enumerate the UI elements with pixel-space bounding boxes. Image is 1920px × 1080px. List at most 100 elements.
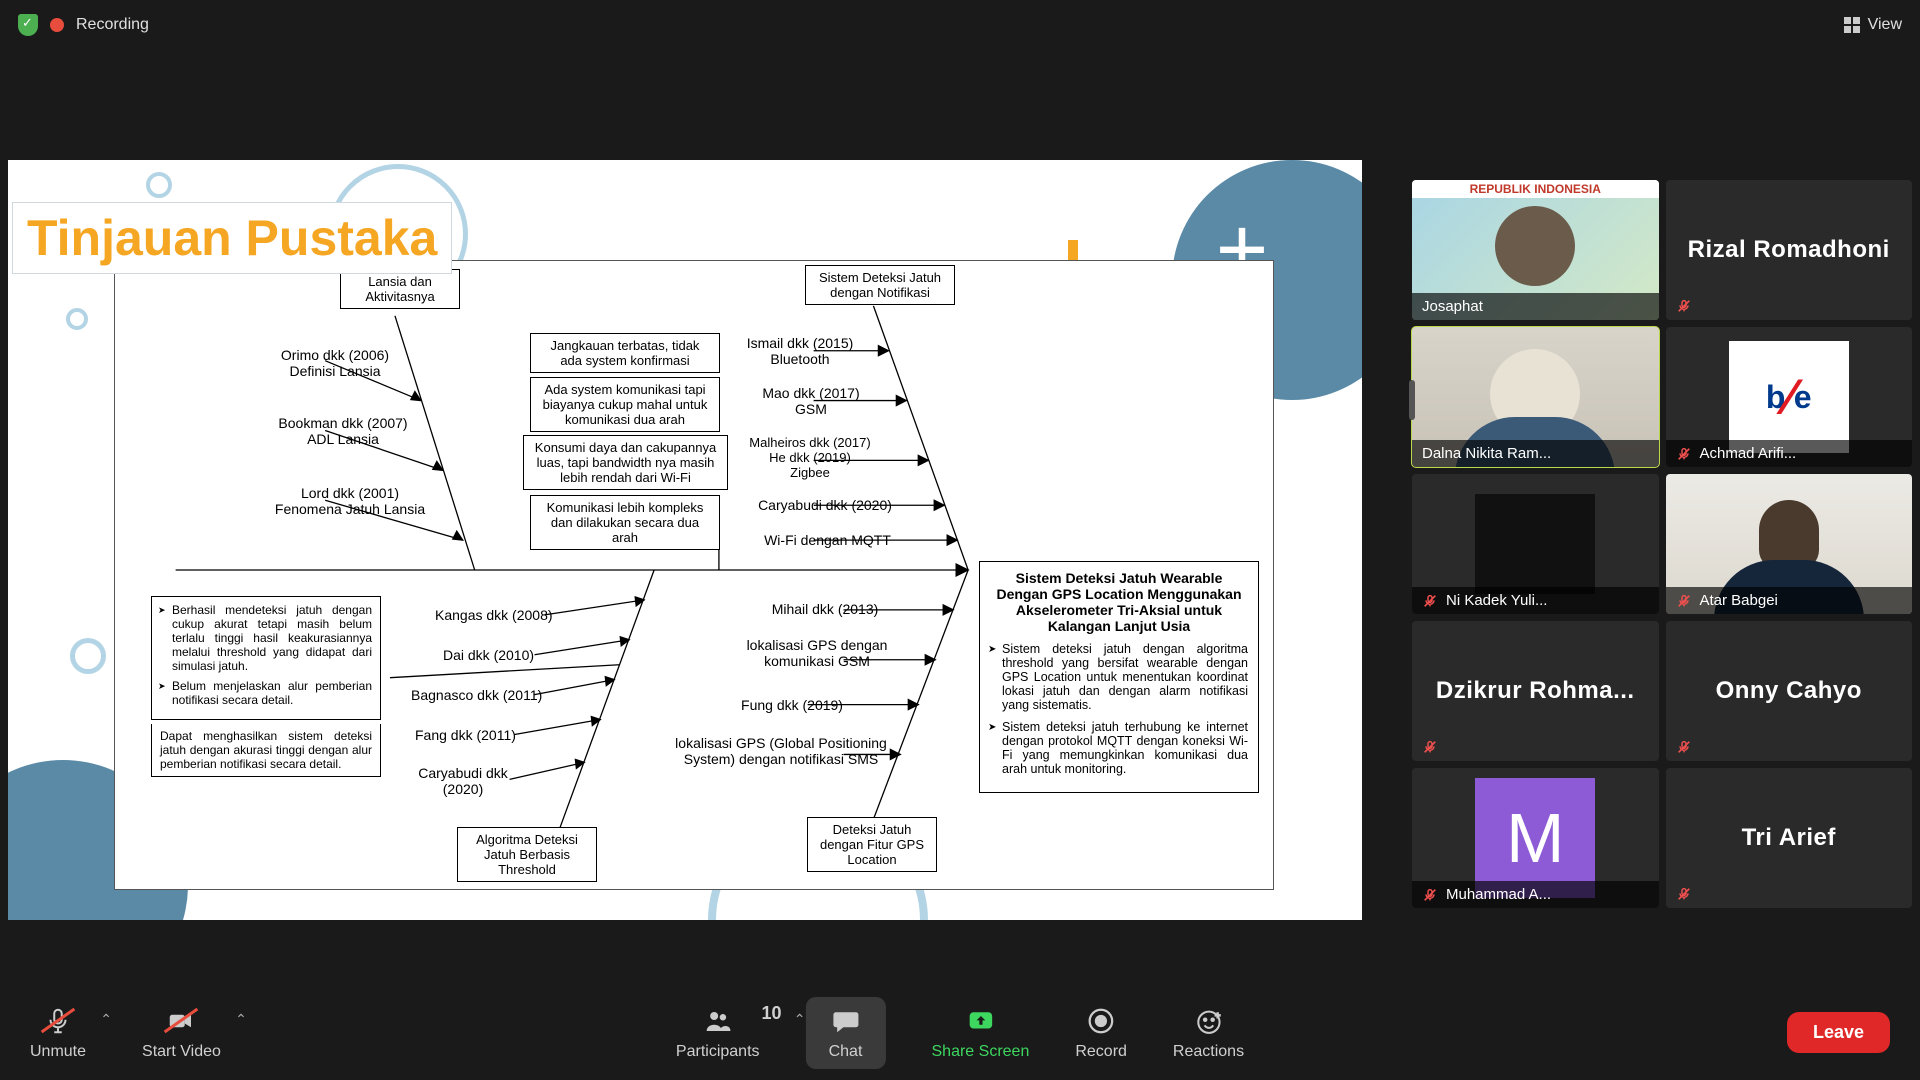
- panel-drag-handle[interactable]: [1409, 380, 1415, 420]
- encryption-shield-icon[interactable]: [18, 14, 38, 36]
- diagram-leaf: Orimo dkk (2006) Definisi Lansia: [260, 347, 410, 379]
- unmute-label: Unmute: [30, 1043, 86, 1061]
- participant-name-tag: Ni Kadek Yuli...: [1412, 587, 1659, 614]
- leave-button[interactable]: Leave: [1787, 1012, 1890, 1053]
- participant-name-tag: Atar Babgei: [1666, 587, 1913, 614]
- diagram-main-box: Sistem Deteksi Jatuh Wearable Dengan GPS…: [979, 561, 1259, 793]
- avatar-placeholder: [1475, 494, 1595, 594]
- decor-circle: [146, 172, 172, 198]
- diagram-leaf: Fung dkk (2019): [727, 697, 857, 713]
- participant-tile[interactable]: Ni Kadek Yuli...: [1412, 474, 1659, 614]
- participant-name: Tri Arief: [1742, 824, 1836, 852]
- recording-label: Recording: [76, 16, 149, 34]
- diagram-leaf: Mao dkk (2017) GSM: [751, 385, 871, 417]
- diagram-box: Konsumi daya dan cakupannya luas, tapi b…: [523, 435, 728, 490]
- participant-name-tag: [1666, 880, 1913, 908]
- participant-tile[interactable]: Dzikrur Rohma...: [1412, 621, 1659, 761]
- start-video-button[interactable]: Start Video ⌃: [142, 1005, 221, 1061]
- main-box-item: Sistem deteksi jatuh dengan algoritma th…: [1002, 642, 1248, 712]
- note-item: Berhasil mendeteksi jatuh dengan cukup a…: [172, 603, 372, 673]
- share-screen-icon: [962, 1005, 998, 1037]
- branch-box: Lansia dan Aktivitasnya: [340, 269, 460, 309]
- record-button[interactable]: Record: [1075, 1005, 1127, 1061]
- recording-indicator-icon: [50, 18, 64, 32]
- chat-button-wrap: Chat: [806, 997, 886, 1069]
- participant-name-tag: Achmad Arifi...: [1666, 440, 1913, 467]
- participant-name-tag: [1666, 733, 1913, 761]
- share-screen-label: Share Screen: [932, 1043, 1030, 1061]
- reactions-button[interactable]: Reactions: [1173, 1005, 1244, 1061]
- participant-gallery: REPUBLIK INDONESIAJosaphat Rizal Romadhon…: [1412, 160, 1912, 950]
- video-caret-icon[interactable]: ⌃: [235, 1011, 247, 1028]
- meeting-toolbar: Unmute ⌃ Start Video ⌃ Participants 10 ⌃: [0, 985, 1920, 1080]
- participant-name: Rizal Romadhoni: [1688, 236, 1890, 264]
- participant-tile[interactable]: Atar Babgei: [1666, 474, 1913, 614]
- diagram-leaf: Ismail dkk (2015) Bluetooth: [735, 335, 865, 367]
- diagram-leaf: Fang dkk (2011): [415, 727, 516, 743]
- diagram-leaf: Caryabudi dkk (2020): [413, 765, 513, 797]
- diagram-box: Jangkauan terbatas, tidak ada system kon…: [530, 333, 720, 373]
- chat-button[interactable]: Chat: [828, 1005, 864, 1061]
- diagram-leaf: Bagnasco dkk (2011): [411, 687, 542, 703]
- participant-name-tag: [1412, 733, 1659, 761]
- diagram-leaf: Caryabudi dkk (2020): [745, 497, 905, 513]
- video-icon: [163, 1005, 199, 1037]
- diagram-leaf: Malheiros dkk (2017) He dkk (2019) Zigbe…: [735, 435, 885, 480]
- shared-screen-slide: Tinjauan Pustaka: [8, 160, 1362, 920]
- note-sub-box: Dapat menghasilkan sistem deteksi jatuh …: [151, 724, 381, 777]
- microphone-icon: [40, 1005, 76, 1037]
- participants-caret-icon[interactable]: ⌃: [794, 1011, 806, 1028]
- note-item: Belum menjelaskan alur pemberian notifik…: [172, 679, 372, 707]
- meeting-main: Tinjauan Pustaka: [8, 160, 1912, 950]
- participant-tile[interactable]: Tri Arief: [1666, 768, 1913, 908]
- chat-icon: [828, 1005, 864, 1037]
- record-label: Record: [1075, 1043, 1127, 1061]
- meeting-topbar: Recording View: [0, 0, 1920, 50]
- main-box-item: Sistem deteksi jatuh terhubung ke intern…: [1002, 720, 1248, 776]
- note-box: Berhasil mendeteksi jatuh dengan cukup a…: [151, 596, 381, 720]
- branch-box: Algoritma Deteksi Jatuh Berbasis Thresho…: [457, 827, 597, 882]
- participant-tile[interactable]: Onny Cahyo: [1666, 621, 1913, 761]
- diagram-leaf: Lord dkk (2001) Fenomena Jatuh Lansia: [255, 485, 445, 517]
- slide-title: Tinjauan Pustaka: [12, 202, 452, 274]
- participant-tile[interactable]: MMuhammad A...: [1412, 768, 1659, 908]
- branch-box: Sistem Deteksi Jatuh dengan Notifikasi: [805, 265, 955, 305]
- reactions-label: Reactions: [1173, 1043, 1244, 1061]
- record-icon: [1083, 1005, 1119, 1037]
- share-screen-button[interactable]: Share Screen: [932, 1005, 1030, 1061]
- participant-name-tag: Muhammad A...: [1412, 881, 1659, 908]
- view-label: View: [1868, 16, 1902, 34]
- participant-tile[interactable]: Dalna Nikita Ram...: [1412, 327, 1659, 467]
- start-video-label: Start Video: [142, 1043, 221, 1061]
- participant-name-tag: Josaphat: [1412, 293, 1659, 320]
- participants-button[interactable]: Participants 10 ⌃: [676, 1005, 760, 1061]
- decor-circle: [66, 308, 88, 330]
- participant-name-tag: [1666, 292, 1913, 320]
- view-button[interactable]: View: [1844, 16, 1902, 34]
- diagram-leaf: lokalisasi GPS dengan komunikasi GSM: [737, 637, 897, 669]
- unmute-button[interactable]: Unmute ⌃: [30, 1005, 86, 1061]
- diagram-box: Ada system komunikasi tapi biayanya cuku…: [530, 377, 720, 432]
- fishbone-diagram: Lansia dan Aktivitasnya Sistem Deteksi J…: [114, 260, 1274, 890]
- diagram-leaf: Kangas dkk (2008): [435, 607, 553, 623]
- avatar-letter: M: [1475, 778, 1595, 898]
- decor-circle: [70, 638, 106, 674]
- main-box-title: Sistem Deteksi Jatuh Wearable Dengan GPS…: [990, 570, 1248, 634]
- diagram-leaf: Bookman dkk (2007) ADL Lansia: [263, 415, 423, 447]
- participant-tile[interactable]: REPUBLIK INDONESIAJosaphat: [1412, 180, 1659, 320]
- audio-caret-icon[interactable]: ⌃: [100, 1011, 112, 1028]
- grid-icon: [1844, 17, 1860, 33]
- participants-icon: [700, 1005, 736, 1037]
- participant-tile[interactable]: b⁄eAchmad Arifi...: [1666, 327, 1913, 467]
- diagram-leaf: Mihail dkk (2013): [755, 601, 895, 617]
- diagram-leaf: lokalisasi GPS (Global Positioning Syste…: [661, 735, 901, 767]
- participant-name-tag: Dalna Nikita Ram...: [1412, 440, 1659, 467]
- participant-tile[interactable]: Rizal Romadhoni: [1666, 180, 1913, 320]
- participants-label: Participants: [676, 1043, 760, 1061]
- participant-name: Dzikrur Rohma...: [1436, 677, 1635, 705]
- branch-box: Deteksi Jatuh dengan Fitur GPS Location: [807, 817, 937, 872]
- reactions-icon: [1191, 1005, 1227, 1037]
- participant-logo: b⁄e: [1729, 341, 1849, 453]
- diagram-leaf: Wi-Fi dengan MQTT: [745, 532, 910, 548]
- participant-name: Onny Cahyo: [1716, 677, 1862, 705]
